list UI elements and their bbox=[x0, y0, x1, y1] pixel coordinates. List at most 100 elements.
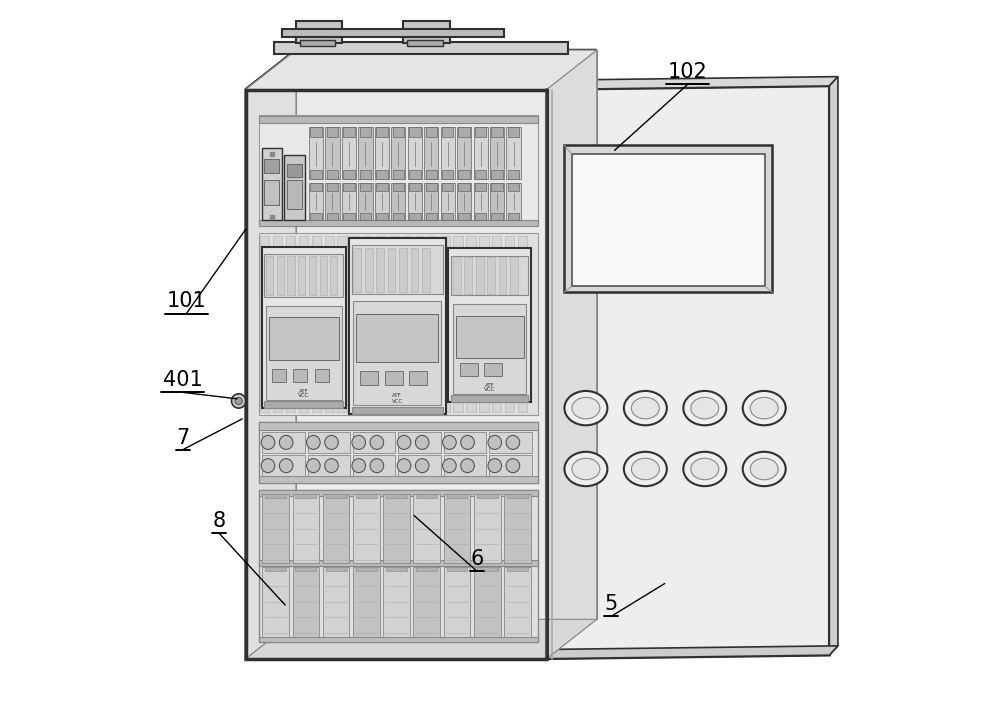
Bar bbox=[393, 127, 404, 137]
Ellipse shape bbox=[261, 435, 275, 450]
Ellipse shape bbox=[624, 452, 667, 486]
Bar bbox=[506, 183, 521, 220]
Polygon shape bbox=[547, 646, 838, 659]
Ellipse shape bbox=[750, 397, 778, 419]
Bar bbox=[453, 304, 526, 394]
Bar bbox=[448, 248, 531, 402]
Bar bbox=[444, 455, 486, 476]
Bar bbox=[277, 256, 284, 295]
Bar bbox=[264, 180, 279, 205]
Bar bbox=[295, 567, 316, 571]
Bar bbox=[376, 248, 384, 292]
Ellipse shape bbox=[370, 459, 384, 473]
Polygon shape bbox=[547, 86, 829, 659]
Bar bbox=[310, 213, 322, 220]
Bar bbox=[330, 256, 337, 295]
Bar bbox=[343, 183, 355, 191]
Text: 102: 102 bbox=[668, 62, 707, 82]
Bar bbox=[353, 432, 395, 453]
Bar bbox=[474, 183, 488, 220]
Bar bbox=[457, 127, 471, 179]
Bar bbox=[442, 170, 453, 179]
Bar bbox=[508, 183, 519, 191]
Bar bbox=[353, 494, 380, 563]
Bar bbox=[458, 170, 470, 179]
Text: VCC: VCC bbox=[484, 387, 495, 392]
Bar bbox=[391, 127, 405, 179]
Bar bbox=[426, 170, 437, 179]
Bar bbox=[343, 213, 355, 220]
Bar bbox=[505, 236, 514, 412]
Bar bbox=[312, 236, 321, 412]
Bar bbox=[360, 183, 371, 191]
Ellipse shape bbox=[370, 435, 384, 450]
Bar bbox=[408, 183, 422, 220]
Bar bbox=[273, 236, 282, 412]
Bar bbox=[451, 256, 528, 295]
Bar bbox=[259, 422, 538, 430]
Bar bbox=[309, 183, 323, 220]
Bar bbox=[413, 567, 440, 637]
Bar bbox=[293, 567, 319, 637]
Bar bbox=[447, 494, 467, 498]
Ellipse shape bbox=[750, 458, 778, 480]
Bar bbox=[416, 494, 437, 498]
Bar bbox=[458, 127, 470, 137]
Bar bbox=[262, 247, 346, 408]
Text: 6: 6 bbox=[470, 549, 484, 569]
Bar bbox=[393, 213, 404, 220]
Bar bbox=[474, 127, 488, 179]
Text: ATF: ATF bbox=[299, 389, 309, 394]
Bar bbox=[286, 236, 295, 412]
Bar bbox=[356, 494, 377, 498]
Ellipse shape bbox=[572, 397, 600, 419]
Bar bbox=[428, 236, 437, 412]
Bar bbox=[259, 115, 538, 226]
Bar bbox=[376, 213, 388, 220]
Bar bbox=[352, 245, 443, 294]
Bar bbox=[298, 256, 305, 295]
Bar bbox=[327, 170, 338, 179]
Bar bbox=[383, 567, 410, 637]
Bar bbox=[342, 127, 356, 179]
Ellipse shape bbox=[506, 435, 520, 450]
Bar bbox=[327, 213, 338, 220]
Bar bbox=[479, 236, 489, 412]
Bar bbox=[325, 127, 340, 179]
Bar bbox=[299, 236, 308, 412]
Bar bbox=[264, 159, 279, 173]
Bar bbox=[310, 127, 322, 137]
Bar bbox=[415, 236, 424, 412]
Bar bbox=[426, 213, 437, 220]
Text: VCC: VCC bbox=[298, 393, 309, 398]
Bar bbox=[337, 236, 347, 412]
Ellipse shape bbox=[743, 391, 786, 425]
Bar bbox=[411, 248, 418, 292]
Bar bbox=[262, 148, 282, 220]
Bar bbox=[499, 257, 506, 294]
Bar bbox=[389, 236, 398, 412]
Bar bbox=[376, 183, 388, 191]
Bar bbox=[360, 127, 371, 137]
Ellipse shape bbox=[743, 452, 786, 486]
Bar bbox=[259, 422, 538, 483]
Bar bbox=[259, 233, 538, 415]
Bar bbox=[475, 127, 486, 137]
Bar bbox=[309, 127, 323, 179]
Bar bbox=[350, 236, 360, 412]
Bar bbox=[259, 476, 538, 483]
Bar bbox=[508, 127, 519, 137]
Bar bbox=[447, 567, 467, 571]
Bar bbox=[477, 567, 498, 571]
Ellipse shape bbox=[631, 397, 659, 419]
Bar bbox=[564, 145, 772, 292]
Ellipse shape bbox=[443, 459, 456, 473]
Ellipse shape bbox=[572, 458, 600, 480]
Bar bbox=[484, 363, 502, 376]
Bar bbox=[393, 170, 404, 179]
Bar bbox=[262, 432, 305, 453]
Bar bbox=[287, 256, 295, 295]
Bar bbox=[444, 494, 470, 563]
Bar bbox=[326, 567, 347, 571]
Polygon shape bbox=[246, 50, 597, 90]
